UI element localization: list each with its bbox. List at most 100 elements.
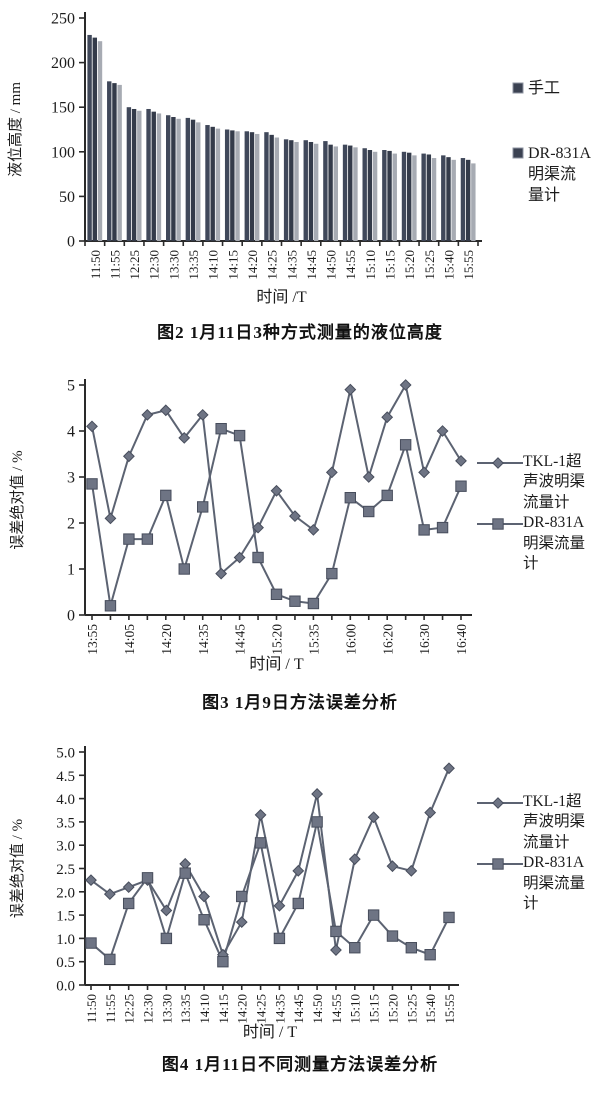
legend-square-line-icon [477,517,523,531]
y-tick-label: 100 [51,144,75,161]
diamond-marker [104,512,117,525]
diamond-marker [233,551,246,564]
x-tick-label: 15:25 [404,994,419,1024]
bar-chart-canvas: 0 50 100 150 200 250 11:50 11:55 12:25 12:30 13:30… [7,11,482,306]
square-marker [252,551,264,564]
bar-series-0 [87,34,466,241]
x-tick-label: 15:35 [307,624,322,655]
x-tick-label: 14:55 [329,994,344,1024]
x-tick-label: 15:40 [423,994,438,1024]
diamond-marker [198,890,210,903]
square-marker [215,423,227,435]
diamond-marker [196,408,209,421]
diamond-marker [289,510,301,523]
diamond-marker [160,904,173,917]
x-tick-label: 15:10 [348,994,363,1024]
x-tick-label: 14:45 [233,624,248,655]
diamond-marker [381,411,394,424]
x-tick-label: 12:25 [127,250,142,280]
x-tick-label: 15:40 [441,250,456,280]
y-tick-label: 5.0 [56,746,75,762]
series-markers-1 [86,423,467,612]
square-marker [141,533,154,545]
x-tick-label: 12:30 [147,250,162,280]
legend-label-line: 声波明渠 [523,813,586,831]
square-marker [455,480,467,492]
line-chart-canvas: 0.0 0.5 1.0 1.5 2.0 2.5 3.0 3.5 4.0 4.5 5.0 11:50 11… [9,746,459,1041]
figure-4-caption: 图4 1月11日不同测量方法误差分析 [161,1055,439,1074]
y-tick-label: 150 [51,100,75,117]
legend-label-line: DR-831A [523,514,585,532]
x-tick-label: 15:20 [270,624,285,655]
figure-2-liquid-level-bar-chart: 0 50 100 150 200 250 11:50 11:55 12:25 12:30 13:30… [0,8,600,343]
x-tick-label: 14:15 [216,994,231,1024]
x-tick-label: 13:30 [166,250,181,280]
square-marker [405,942,418,954]
diamond-marker [405,864,418,877]
diamond-marker [86,420,98,433]
square-marker [311,816,323,828]
square-marker [86,478,98,490]
legend-item: DR-831A 明渠流量计 [477,513,585,574]
y-tick-label: 250 [51,11,75,28]
square-marker [443,911,455,924]
legend-label-line: 量计 [528,187,561,205]
x-tick-label: 15:20 [402,250,417,280]
bar-series-2 [97,41,476,242]
x-tick-label: 11:55 [107,250,122,279]
x-axis-title: 时间 / T [243,1023,297,1041]
diamond-marker [141,408,154,421]
y-tick-label: 1.0 [56,932,75,948]
square-marker [326,567,338,580]
square-marker [179,867,191,879]
legend-square-line-icon [477,857,523,871]
square-marker [160,489,172,502]
bar-series-1 [92,37,471,242]
x-tick-label: 15:25 [422,250,437,280]
legend-label-line: TKL-1超 [523,453,582,470]
legend-swatch-icon [512,82,525,95]
x-tick-label: 14:45 [291,994,306,1024]
figure-3-caption: 图3 1月9日方法误差分析 [202,693,398,712]
x-tick-label: 15:15 [367,994,382,1024]
diamond-marker [307,523,320,536]
diamond-marker [122,450,135,463]
legend-label: 手工 [528,78,560,99]
legend-label: DR-831A 明渠流量计 [523,513,585,574]
square-marker [85,937,97,949]
diamond-marker [311,788,324,800]
line-chart-canvas: 0 1 2 3 4 5 13:55 14:05 14:20 14:35 14:45 15:20 15:3… [9,378,472,673]
x-tick-label: 16:30 [417,624,432,655]
legend-label-line: 明渠流量 [523,534,586,552]
x-tick-label: 14:05 [122,624,137,655]
diamond-marker [252,521,264,534]
square-marker [104,953,116,966]
square-marker [289,595,301,607]
legend-item: DR-831A 明渠流量计 [477,853,585,914]
square-marker [386,930,399,942]
legend-label-line: 计 [523,555,539,573]
legend-label-line: 计 [523,895,539,913]
legend-label: TKL-1超 声波明渠 流量计 [523,452,585,513]
y-tick-label: 3.0 [56,839,75,855]
diamond-marker [348,853,361,866]
square-marker [104,600,117,612]
square-marker [381,489,393,502]
y-tick-label: 1.5 [56,909,75,925]
legend-label-line: DR-831A [528,145,592,163]
legend-label-line: 明渠流量 [523,874,586,892]
x-tick-label: 15:10 [363,250,378,280]
x-tick-label: 13:30 [159,994,174,1024]
legend-label-line: TKL-1超 [523,793,582,810]
y-tick-label: 5 [67,378,75,395]
y-tick-label: 4.5 [56,769,75,785]
square-marker [254,837,267,849]
series-line-0 [90,767,450,958]
square-marker [141,872,154,884]
square-marker [424,949,436,961]
diamond-marker [215,567,228,580]
series-markers-0 [86,379,467,580]
x-tick-label: 11:55 [103,994,118,1023]
diamond-marker [424,806,437,819]
x-tick-label: 14:10 [197,994,212,1024]
